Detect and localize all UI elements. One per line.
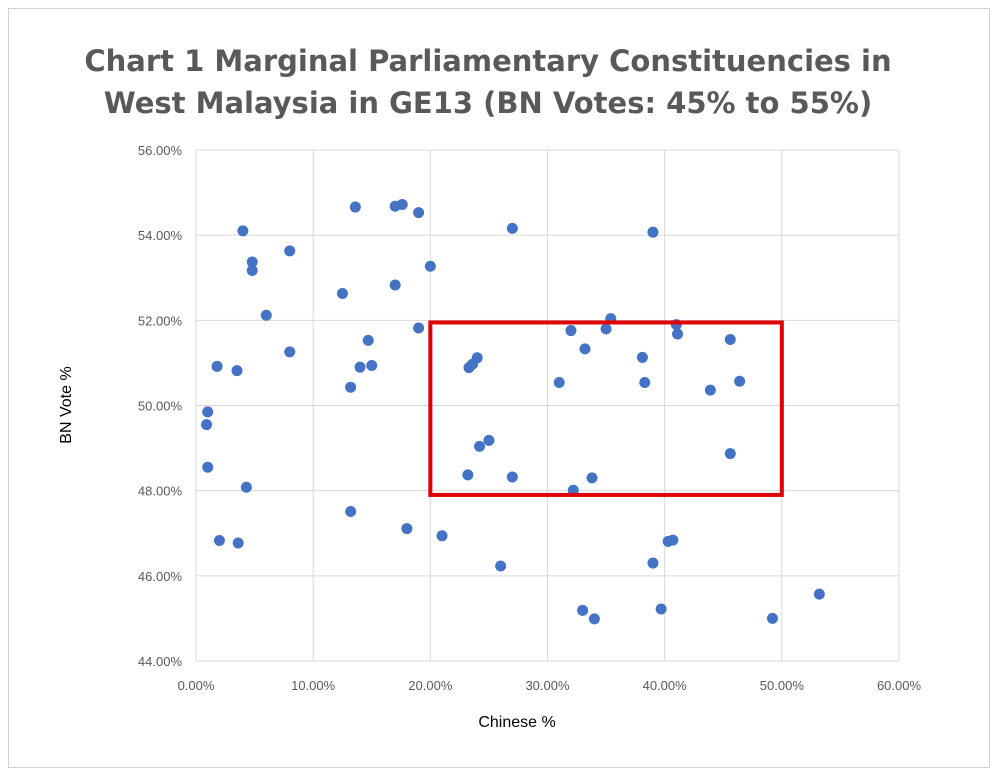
data-point [577,604,589,616]
data-point [588,613,600,625]
y-axis-title: BN Vote % [58,366,75,443]
data-point [506,222,518,234]
y-tick-label: 46.00% [138,569,183,584]
data-point [462,469,474,481]
data-point [260,309,272,321]
x-tick-label: 60.00% [877,678,922,693]
data-point [396,199,408,211]
x-axis-title: Chinese % [478,714,555,731]
data-point [579,343,591,355]
data-point [636,351,648,363]
highlight-box [428,320,784,497]
data-point [232,537,244,549]
x-tick-labels: 0.00% 10.00% 20.00% 30.00% 40.00% 50.00% 60.00… [178,678,922,693]
data-point [202,461,214,473]
data-point [586,472,598,484]
data-point [231,365,243,377]
data-point [436,530,448,542]
y-tick-label: 44.00% [138,654,183,669]
data-point [349,201,361,213]
data-point [474,440,486,452]
chart-title-line-2: West Malaysia in GE13 (BN Votes: 45% to … [104,86,872,120]
y-tick-label: 48.00% [138,484,183,499]
y-tick-label: 56.00% [138,143,183,158]
scatter-chart: Chart 1 Marginal Parliamentary Constitue… [58,44,922,731]
y-tick-labels: 44.00% 46.00% 48.00% 50.00% 52.00% 54.00% 56.0… [138,143,183,669]
data-point [655,603,667,615]
data-point [424,260,436,272]
data-point [336,288,348,300]
data-point [201,419,213,431]
x-tick-label: 40.00% [643,678,688,693]
data-point [240,481,252,493]
data-point [667,534,679,546]
data-point [704,384,716,396]
data-point [734,375,746,387]
chart-frame: Chart 1 Marginal Parliamentary Constitue… [8,8,990,768]
y-tick-label: 52.00% [138,313,183,328]
data-point [284,245,296,257]
x-tick-label: 10.00% [291,678,336,693]
data-point [647,226,659,238]
data-point [213,534,225,546]
data-point [211,360,223,372]
data-point [672,328,684,340]
data-point [553,377,565,389]
data-point [401,523,413,535]
chart-title-line-1: Chart 1 Marginal Parliamentary Constitue… [84,44,891,78]
y-tick-label: 50.00% [138,399,183,414]
highlight-box-layer [428,320,784,497]
data-point [284,346,296,358]
data-point [389,279,401,291]
x-tick-label: 30.00% [525,678,570,693]
data-point [766,612,778,624]
data-point [237,225,249,237]
x-tick-label: 0.00% [178,678,215,693]
data-point [413,322,425,334]
data-point [345,381,357,393]
data-point [246,265,258,277]
y-tick-label: 54.00% [138,228,183,243]
data-point [565,325,577,337]
data-point [483,434,495,446]
x-tick-label: 20.00% [408,678,453,693]
data-point [354,361,366,373]
data-point [647,557,659,569]
data-point [246,256,258,268]
gridlines [195,149,900,662]
data-point [600,323,612,335]
data-point [506,471,518,483]
data-point [202,406,214,418]
data-point [345,506,357,518]
data-point [495,560,507,572]
data-point [366,359,378,371]
data-point [413,207,425,219]
data-point [471,352,483,364]
data-points [201,199,825,625]
data-point [724,333,736,345]
data-point [724,448,736,460]
data-point [639,377,651,389]
x-tick-label: 50.00% [760,678,805,693]
data-point [362,334,374,346]
data-point [813,588,825,600]
